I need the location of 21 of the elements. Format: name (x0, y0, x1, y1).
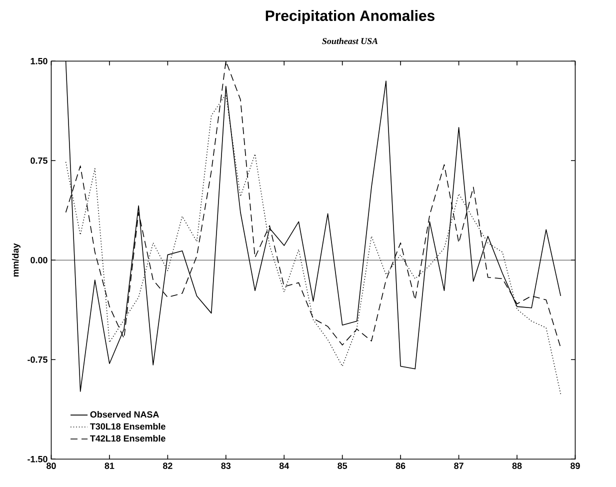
legend-label: T30L18 Ensemble (90, 423, 166, 430)
y-tick-label: 0.75 (30, 157, 48, 164)
legend-label: T42L18 Ensemble (90, 435, 166, 442)
y-tick-label: -0.75 (28, 356, 48, 363)
y-tick-label: -1.50 (28, 456, 48, 462)
chart-title: Precipitation Anomalies (266, 10, 434, 24)
x-tick-label: 85 (338, 462, 348, 469)
x-tick-label: 82 (162, 462, 172, 469)
x-tick-label: 88 (512, 462, 522, 469)
x-tick-label: 83 (221, 462, 231, 469)
chart-subtitle: Southeast USA (322, 38, 378, 44)
x-tick-label: 86 (396, 462, 406, 469)
x-tick-label: 84 (279, 462, 290, 469)
x-tick-label: 80 (46, 462, 56, 469)
x-tick-label: 87 (454, 462, 464, 469)
y-tick-label: 1.50 (30, 58, 48, 64)
y-tick-label: 0.00 (30, 256, 48, 264)
x-tick-label: 81 (104, 462, 114, 469)
x-tick-label: 89 (570, 462, 580, 469)
y-axis-title: mm/day (12, 243, 20, 276)
legend-label: Observed NASA (90, 411, 159, 418)
